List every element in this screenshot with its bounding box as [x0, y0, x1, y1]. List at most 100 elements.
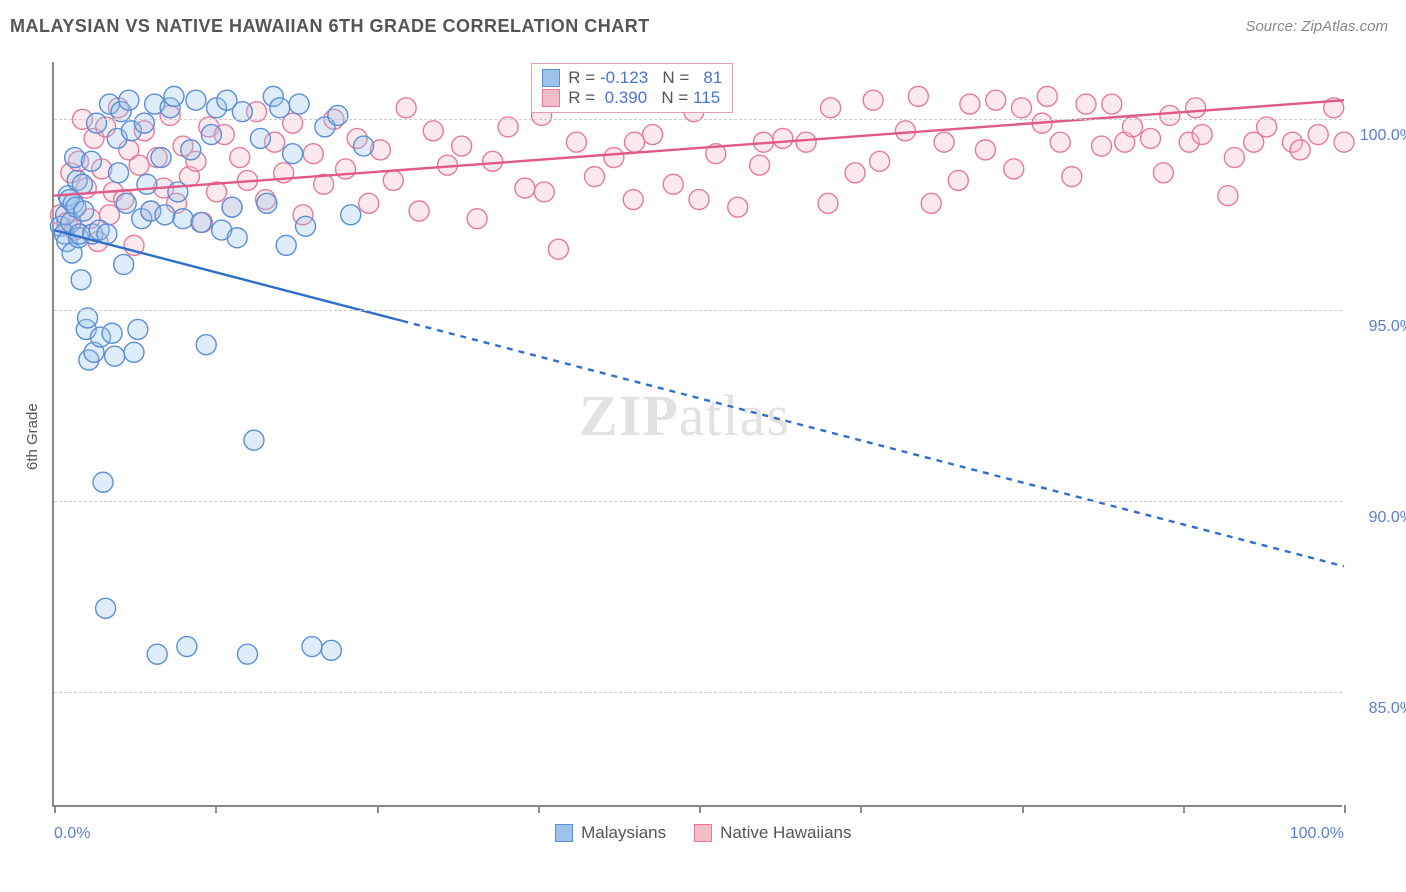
data-point [93, 472, 113, 492]
data-point [116, 193, 136, 213]
data-point [238, 644, 258, 664]
data-point [74, 201, 94, 221]
data-point [750, 155, 770, 175]
data-point [105, 346, 125, 366]
gridline [54, 310, 1342, 311]
legend-label: Native Hawaiians [720, 823, 851, 843]
data-point [196, 335, 216, 355]
gridline [54, 119, 1342, 120]
data-point [1091, 136, 1111, 156]
gridline [54, 692, 1342, 693]
data-point [1290, 140, 1310, 160]
data-point [230, 148, 250, 168]
stats-row: R = 0.390 N = 115 [542, 88, 722, 108]
data-point [1308, 125, 1328, 145]
legend-item: Native Hawaiians [694, 823, 851, 843]
source-attribution: Source: ZipAtlas.com [1245, 18, 1388, 35]
data-point [276, 235, 296, 255]
data-point [845, 163, 865, 183]
data-point [173, 209, 193, 229]
data-point [1102, 94, 1122, 114]
data-point [921, 193, 941, 213]
stats-text: R = -0.123 N = 81 [568, 68, 722, 88]
data-point [186, 90, 206, 110]
data-point [1037, 86, 1057, 106]
data-point [548, 239, 568, 259]
gridline [54, 501, 1342, 502]
data-point [773, 128, 793, 148]
data-point [336, 159, 356, 179]
x-tick [1022, 805, 1024, 813]
trend-line [54, 230, 402, 321]
data-point [534, 182, 554, 202]
data-point [341, 205, 361, 225]
data-point [483, 151, 503, 171]
y-axis-label: 6th Grade [24, 403, 41, 470]
data-point [623, 190, 643, 210]
data-point [191, 212, 211, 232]
data-point [328, 105, 348, 125]
data-point [124, 342, 144, 362]
data-point [109, 163, 129, 183]
data-point [643, 125, 663, 145]
data-point [796, 132, 816, 152]
data-point [177, 637, 197, 657]
data-point [244, 430, 264, 450]
data-point [1160, 105, 1180, 125]
data-point [102, 323, 122, 343]
data-point [467, 209, 487, 229]
watermark: ZIPatlas [579, 382, 790, 449]
data-point [96, 598, 116, 618]
legend-swatch [555, 824, 573, 842]
data-point [1224, 148, 1244, 168]
data-point [227, 228, 247, 248]
data-point [1062, 167, 1082, 187]
data-point [87, 113, 107, 133]
data-point [975, 140, 995, 160]
data-point [321, 640, 341, 660]
data-point [515, 178, 535, 198]
data-point [164, 86, 184, 106]
x-tick [377, 805, 379, 813]
x-tick [860, 805, 862, 813]
trend-line-dashed [402, 321, 1344, 566]
x-tick [1183, 805, 1185, 813]
data-point [960, 94, 980, 114]
data-point [354, 136, 374, 156]
correlation-stats-box: R = -0.123 N = 81R = 0.390 N = 115 [531, 63, 733, 113]
stats-swatch [542, 69, 560, 87]
data-point [625, 132, 645, 152]
y-tick-label: 95.0% [1346, 318, 1406, 336]
data-point [114, 254, 134, 274]
legend-item: Malaysians [555, 823, 666, 843]
stats-row: R = -0.123 N = 81 [542, 68, 722, 88]
data-point [201, 125, 221, 145]
data-point [821, 98, 841, 118]
data-point [147, 644, 167, 664]
data-point [585, 167, 605, 187]
chart-title: MALAYSIAN VS NATIVE HAWAIIAN 6TH GRADE C… [10, 16, 650, 37]
legend: Malaysians Native Hawaiians [555, 823, 851, 843]
data-point [383, 170, 403, 190]
data-point [986, 90, 1006, 110]
data-point [452, 136, 472, 156]
y-tick-label: 100.0% [1346, 127, 1406, 145]
data-point [1141, 128, 1161, 148]
data-point [181, 140, 201, 160]
data-point [663, 174, 683, 194]
data-point [566, 132, 586, 152]
data-point [934, 132, 954, 152]
x-tick-label: 0.0% [54, 825, 134, 843]
data-point [689, 190, 709, 210]
x-tick [1344, 805, 1346, 813]
data-point [1192, 125, 1212, 145]
data-point [302, 637, 322, 657]
chart-plot-area: ZIPatlas R = -0.123 N = 81R = 0.390 N = … [52, 62, 1342, 807]
x-tick-label: 100.0% [1264, 825, 1344, 843]
data-point [1050, 132, 1070, 152]
data-point [296, 216, 316, 236]
data-point [137, 174, 157, 194]
data-point [289, 94, 309, 114]
data-point [948, 170, 968, 190]
x-tick [699, 805, 701, 813]
